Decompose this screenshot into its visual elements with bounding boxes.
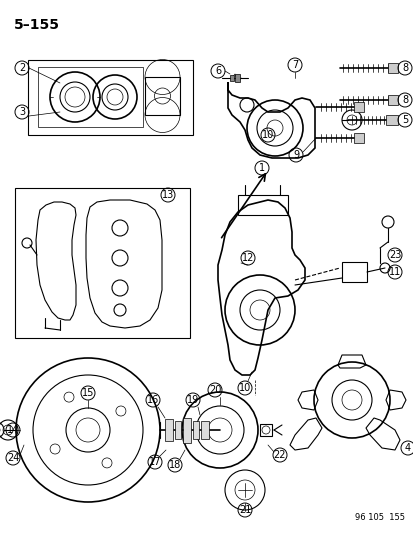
Bar [38, 67, 142, 127]
Text: 8: 8 [401, 95, 407, 105]
Text: 16: 16 [147, 395, 159, 405]
Text: 8: 8 [401, 63, 407, 73]
Bar [28, 60, 192, 135]
Bar [165, 419, 173, 441]
Text: 9: 9 [292, 150, 298, 160]
Text: 17: 17 [148, 457, 161, 467]
Text: 22: 22 [273, 450, 285, 460]
Text: 12: 12 [241, 253, 254, 263]
Text: 14: 14 [7, 425, 19, 435]
Bar [353, 102, 363, 112]
Text: 4: 4 [404, 443, 410, 453]
Bar [259, 424, 271, 436]
Text: 19: 19 [186, 395, 199, 405]
Text: 21: 21 [238, 505, 251, 515]
Bar [235, 74, 240, 82]
Text: 20: 20 [208, 385, 221, 395]
Text: 13: 13 [161, 190, 174, 200]
Text: 10: 10 [238, 383, 251, 393]
Text: 15: 15 [82, 388, 94, 398]
Text: 10: 10 [261, 130, 273, 140]
Text: 23: 23 [388, 250, 400, 260]
Bar [175, 421, 180, 439]
Text: 5–155: 5–155 [14, 18, 60, 32]
Bar [145, 77, 180, 115]
Text: 96 105  155: 96 105 155 [354, 513, 404, 522]
Bar [15, 188, 190, 338]
Bar [192, 421, 199, 439]
Bar [237, 195, 287, 215]
Text: 5: 5 [401, 115, 407, 125]
Text: 3: 3 [19, 107, 25, 117]
Bar [385, 115, 397, 125]
Text: 1: 1 [258, 163, 264, 173]
Bar [387, 95, 397, 105]
Bar [387, 63, 397, 73]
Text: 2: 2 [19, 63, 25, 73]
Text: 24: 24 [7, 453, 19, 463]
Bar [230, 75, 233, 81]
Text: 6: 6 [214, 66, 221, 76]
Text: 7: 7 [291, 60, 297, 70]
Bar [183, 418, 190, 443]
Text: 11: 11 [388, 267, 400, 277]
Text: 18: 18 [169, 460, 181, 470]
Bar [353, 133, 363, 143]
Bar [341, 262, 366, 282]
Bar [201, 421, 209, 439]
